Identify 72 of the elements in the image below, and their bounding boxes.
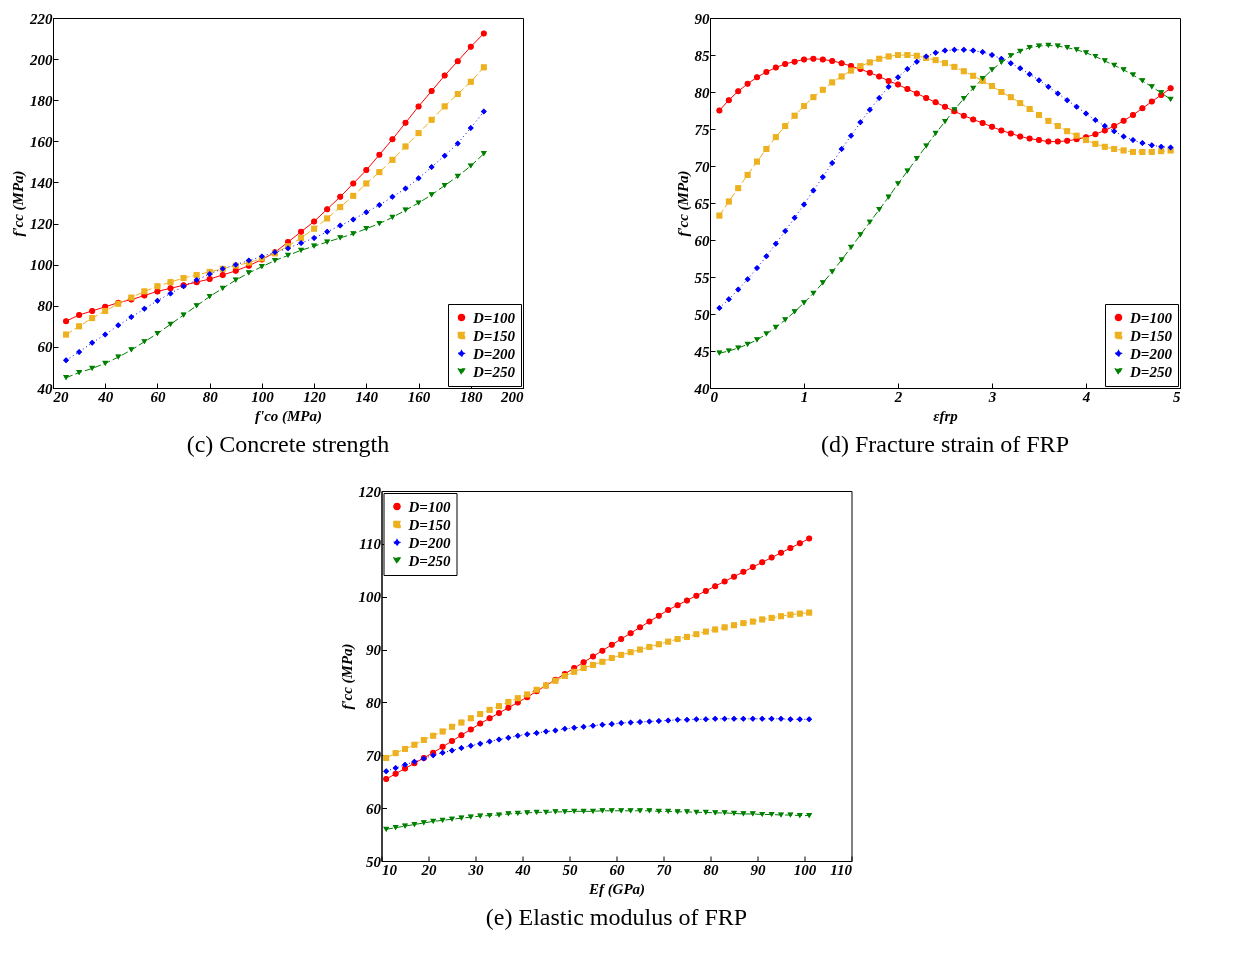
x-tick-label: 3 bbox=[987, 388, 997, 405]
y-tick-label: 200 bbox=[29, 51, 53, 68]
legend-label: D=250 bbox=[1129, 363, 1173, 380]
x-axis-title: εfrp bbox=[933, 407, 959, 424]
x-tick-label: 60 bbox=[150, 388, 166, 405]
legend-label: D=100 bbox=[1129, 309, 1173, 326]
text: (d) Fracture strain of FRP bbox=[821, 431, 1069, 457]
legend-label: D=150 bbox=[472, 327, 516, 344]
legend-label: D=150 bbox=[1129, 327, 1173, 344]
x-tick-label: 160 bbox=[407, 388, 431, 405]
y-tick-label: 50 bbox=[694, 306, 710, 323]
legend-label: D=200 bbox=[407, 534, 451, 551]
x-tick-label: 80 bbox=[202, 388, 219, 405]
y-tick-label: 70 bbox=[694, 158, 710, 175]
x-axis-title: f'co (MPa) bbox=[254, 407, 323, 425]
x-tick-label: 200 bbox=[500, 388, 524, 405]
x-tick-label: 30 bbox=[467, 861, 484, 878]
y-tick-label: 80 bbox=[37, 298, 53, 315]
y-axis-title: f'cc (MPa) bbox=[10, 170, 27, 237]
x-tick-label: 120 bbox=[303, 388, 327, 405]
x-tick-label: 40 bbox=[97, 388, 114, 405]
x-tick-label: 20 bbox=[420, 861, 437, 878]
y-tick-label: 45 bbox=[693, 343, 710, 360]
x-tick-label: 90 bbox=[750, 861, 766, 878]
y-tick-label: 55 bbox=[694, 269, 710, 286]
y-tick-label: 70 bbox=[366, 747, 382, 764]
legend-label: D=200 bbox=[1129, 345, 1173, 362]
y-tick-label: 60 bbox=[694, 232, 710, 249]
x-tick-label: 2 bbox=[893, 388, 903, 405]
y-tick-label: 90 bbox=[366, 642, 382, 659]
text: (e) Elastic modulus of FRP bbox=[485, 904, 748, 930]
legend-label: D=100 bbox=[407, 498, 451, 515]
y-tick-label: 75 bbox=[694, 121, 710, 138]
x-tick-label: 110 bbox=[830, 861, 853, 878]
y-tick-label: 180 bbox=[30, 92, 53, 109]
legend-label: D=100 bbox=[472, 309, 516, 326]
x-tick-label: 10 bbox=[382, 861, 398, 878]
x-tick-label: 50 bbox=[562, 861, 578, 878]
y-tick-label: 90 bbox=[694, 10, 710, 27]
y-tick-label: 80 bbox=[694, 84, 710, 101]
x-tick-label: 100 bbox=[251, 388, 275, 405]
y-tick-label: 60 bbox=[37, 339, 53, 356]
y-tick-label: 120 bbox=[30, 216, 53, 233]
legend-label: D=250 bbox=[472, 363, 516, 380]
x-tick-label: 4 bbox=[1081, 388, 1091, 405]
y-axis-title: f'cc (MPa) bbox=[674, 170, 692, 237]
x-axis-title: Ef (GPa) bbox=[587, 880, 646, 898]
text: (c) Concrete strength bbox=[186, 431, 390, 457]
y-tick-label: 85 bbox=[694, 47, 710, 64]
legend-label: D=250 bbox=[407, 552, 451, 569]
y-tick-label: 60 bbox=[366, 800, 382, 817]
x-tick-label: 20 bbox=[52, 388, 69, 405]
x-tick-label: 0 bbox=[710, 388, 719, 405]
x-tick-label: 60 bbox=[609, 861, 625, 878]
x-tick-label: 40 bbox=[514, 861, 531, 878]
y-tick-label: 80 bbox=[366, 694, 382, 711]
y-tick-label: 220 bbox=[29, 10, 53, 27]
y-tick-label: 100 bbox=[30, 257, 53, 274]
y-tick-label: 160 bbox=[30, 133, 53, 150]
legend-label: D=200 bbox=[472, 345, 516, 362]
y-tick-label: 140 bbox=[30, 174, 53, 191]
x-tick-label: 5 bbox=[1173, 388, 1181, 405]
y-tick-label: 120 bbox=[358, 483, 382, 500]
y-tick-label: 110 bbox=[359, 536, 382, 553]
y-tick-label: 100 bbox=[358, 589, 382, 606]
x-tick-label: 1 bbox=[800, 388, 809, 405]
legend-label: D=150 bbox=[407, 516, 451, 533]
x-tick-label: 70 bbox=[656, 861, 672, 878]
x-tick-label: 180 bbox=[460, 388, 484, 405]
y-tick-label: 65 bbox=[694, 195, 710, 212]
y-axis-title: f'cc (MPa) bbox=[338, 643, 356, 710]
x-tick-label: 100 bbox=[793, 861, 817, 878]
